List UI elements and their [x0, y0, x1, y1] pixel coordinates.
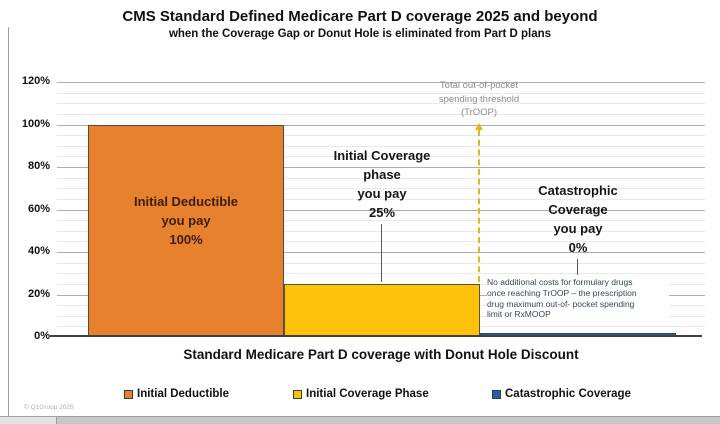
gridline-minor — [57, 113, 705, 115]
legend-item-catastrophic-coverage: Catastrophic Coverage — [492, 387, 631, 401]
legend-label: Initial Coverage Phase — [306, 388, 429, 400]
gridline-minor — [57, 156, 705, 158]
y-axis-tick-label: 80% — [27, 160, 50, 172]
x-axis-line — [50, 335, 702, 337]
legend-label: Initial Deductible — [137, 388, 230, 400]
gridline-minor — [57, 188, 705, 190]
y-axis-tick-label: 120% — [21, 75, 50, 87]
chart-title: CMS Standard Defined Medicare Part D cov… — [122, 8, 598, 25]
legend-swatch-yellow-icon — [293, 389, 302, 399]
y-axis-tick-label: 40% — [27, 245, 50, 257]
legend-item-initial-coverage-phase: Initial Coverage Phase — [293, 387, 429, 401]
legend-swatch-blue-icon — [492, 389, 501, 399]
gridline-major — [57, 124, 705, 126]
y-axis-tick-label: 100% — [21, 117, 50, 130]
chart-subtitle: when the Coverage Gap or Donut Hole is e… — [168, 28, 552, 40]
gridline-minor — [57, 103, 705, 105]
catastrophic-note-text: No additional costs for formulary drugs … — [487, 277, 669, 321]
troop-dashed-threshold-line — [478, 130, 480, 282]
gridline-minor — [57, 145, 705, 147]
gridline-minor — [57, 135, 705, 137]
gridline-major — [57, 167, 705, 168]
legend-swatch-orange-icon — [124, 389, 133, 399]
troop-arrow-up-icon — [475, 123, 483, 130]
bar-label-initial-coverage-phase: Initial Coverage phase you pay 25% — [333, 148, 431, 220]
gridline-minor — [57, 177, 705, 179]
y-axis-tick-label: 20% — [27, 287, 50, 300]
troop-threshold-annotation: Total out-of-pocket spending threshold (… — [438, 80, 520, 118]
frame-border-left — [8, 27, 9, 416]
bar-initial-deductible — [88, 124, 284, 337]
gridline-minor — [57, 198, 705, 200]
horizontal-scrollbar-track[interactable] — [0, 416, 720, 424]
catastrophic-label-connector-line — [577, 259, 578, 275]
bar-label-initial-deductible: Initial Deductible you pay 100% — [133, 194, 238, 247]
bar-initial-coverage-phase — [284, 283, 480, 337]
bar-label-catastrophic-coverage: Catastrophic Coverage you pay 0% — [538, 183, 618, 255]
legend-item-initial-deductible: Initial Deductible — [124, 387, 229, 401]
x-axis-label: Standard Medicare Part D coverage with D… — [183, 347, 579, 362]
y-axis-tick-label: 0% — [34, 330, 50, 342]
horizontal-scrollbar-corner[interactable] — [0, 416, 57, 424]
y-axis-tick-label: 60% — [27, 202, 50, 215]
plot-area — [57, 82, 705, 337]
gridline-major — [57, 209, 705, 211]
gridline-minor — [57, 92, 705, 94]
coverage-label-connector-line — [381, 224, 382, 282]
copyright-text: © Q1Group 2025 — [24, 404, 74, 411]
gridline-minor — [57, 220, 705, 222]
gridline-major — [57, 82, 705, 83]
legend-label: Catastrophic Coverage — [505, 388, 631, 400]
